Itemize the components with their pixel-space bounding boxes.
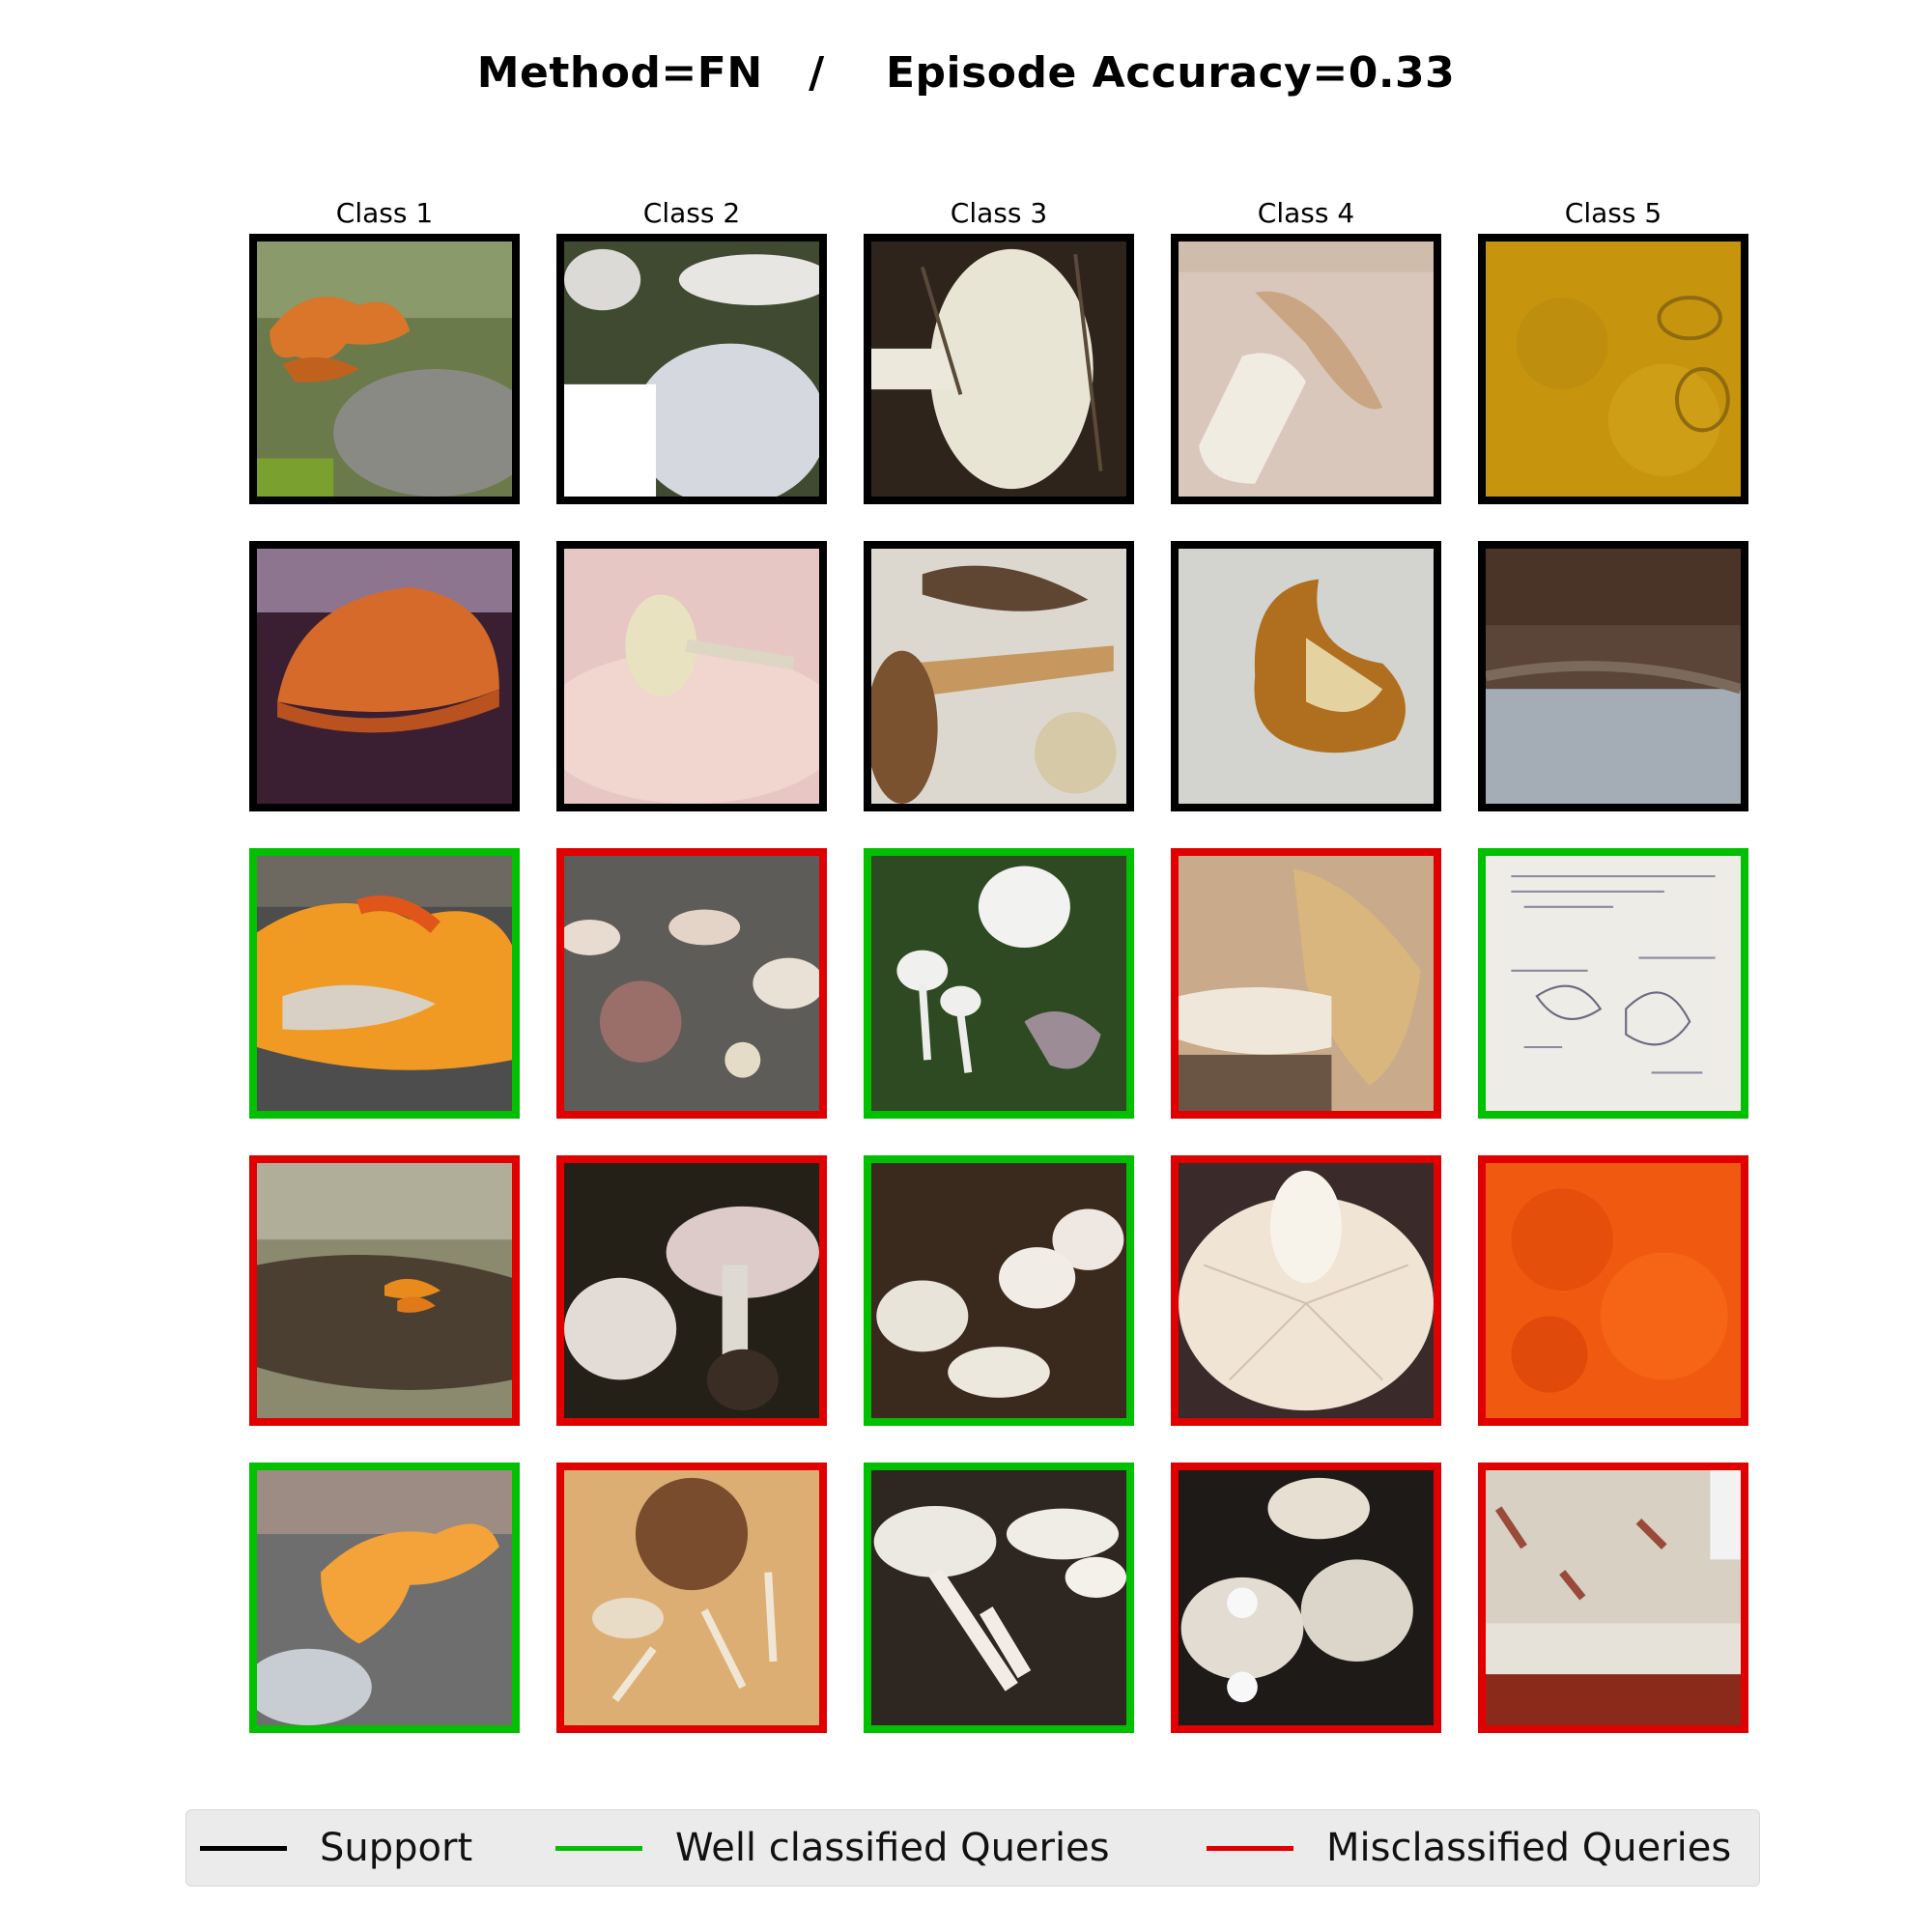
- query-image-class-2: [556, 1155, 827, 1426]
- support-image-class-2: [556, 541, 827, 811]
- query-image-class-1: [249, 848, 520, 1119]
- query-image-class-3: [864, 1155, 1134, 1426]
- support-image-class-2: [556, 234, 827, 504]
- support-image-class-4: [1171, 541, 1441, 811]
- column-label-class-3: Class 3: [950, 197, 1048, 229]
- column-label-class-4: Class 4: [1257, 197, 1355, 229]
- legend: Support Well classified Queries Misclass…: [185, 1809, 1760, 1887]
- support-image-class-1: [249, 234, 520, 504]
- query-image-class-1: [249, 1463, 520, 1733]
- legend-item-support: Support: [200, 1810, 472, 1886]
- support-image-class-3: [864, 234, 1134, 504]
- query-image-class-4: [1171, 848, 1441, 1119]
- column-label-class-1: Class 1: [335, 197, 434, 229]
- support-image-class-3: [864, 541, 1134, 811]
- legend-well-classified-line: [555, 1845, 642, 1851]
- support-image-class-5: [1478, 541, 1748, 811]
- support-image-class-1: [249, 541, 520, 811]
- support-image-class-4: [1171, 234, 1441, 504]
- legend-support-label: Support: [320, 1826, 473, 1870]
- legend-well-classified-label: Well classified Queries: [675, 1826, 1110, 1870]
- query-image-class-3: [864, 848, 1134, 1119]
- figure-title: Method=FN / Episode Accuracy=0.33: [476, 48, 1456, 98]
- query-image-class-5: [1478, 1463, 1748, 1733]
- legend-misclassified-label: Misclassified Queries: [1326, 1826, 1732, 1870]
- query-image-class-2: [556, 1463, 827, 1733]
- query-image-class-5: [1478, 1155, 1748, 1426]
- legend-item-misclassified: Misclassified Queries: [1207, 1810, 1731, 1886]
- support-image-class-5: [1478, 234, 1748, 504]
- query-image-class-4: [1171, 1155, 1441, 1426]
- query-image-class-2: [556, 848, 827, 1119]
- column-label-class-2: Class 2: [642, 197, 741, 229]
- query-image-class-1: [249, 1155, 520, 1426]
- legend-support-line: [200, 1845, 287, 1851]
- legend-misclassified-line: [1207, 1845, 1293, 1851]
- query-image-class-4: [1171, 1463, 1441, 1733]
- legend-item-well-classified: Well classified Queries: [555, 1810, 1110, 1886]
- column-label-class-5: Class 5: [1564, 197, 1662, 229]
- query-image-class-5: [1478, 848, 1748, 1119]
- query-image-class-3: [864, 1463, 1134, 1733]
